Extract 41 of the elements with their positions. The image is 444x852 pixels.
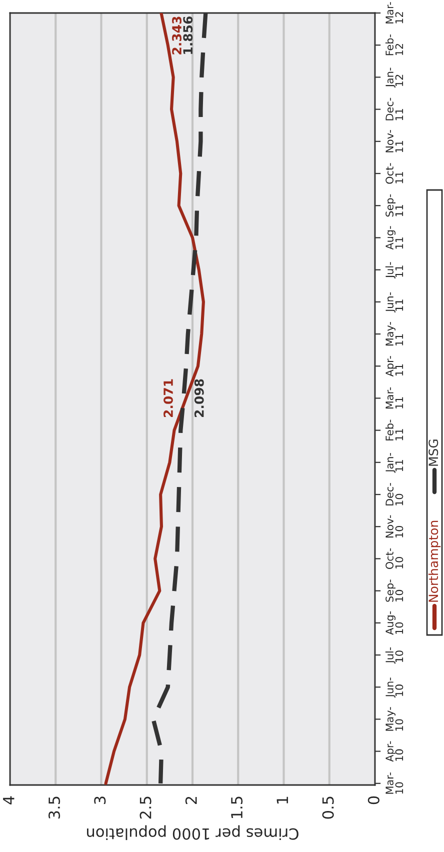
y-tick-label: Aug-10 xyxy=(386,611,404,635)
y-tick-label: Jun-11 xyxy=(386,292,404,312)
y-tick-label: Aug-11 xyxy=(386,226,404,250)
y-tick-label: Nov-10 xyxy=(386,515,404,538)
y-tick-label: Feb-12 xyxy=(385,34,404,56)
x-tick-label: 2 xyxy=(185,796,197,804)
y-tick-label: Oct-11 xyxy=(386,163,404,184)
y-tick-label: Jul-11 xyxy=(385,262,404,278)
y-tick-label: Oct-10 xyxy=(386,548,404,569)
y-tick-label: Jul-10 xyxy=(385,647,404,664)
y-tick-label: Dec-11 xyxy=(386,98,404,120)
text: Northampton xyxy=(428,520,441,602)
x-tick-label: 4 xyxy=(3,796,14,804)
annotation: 2.343 xyxy=(172,16,182,54)
annotation: 1.856 xyxy=(183,16,193,54)
text: MSG xyxy=(428,440,438,466)
y-tick-label: Sep-11 xyxy=(386,194,404,217)
y-tick-label: Apr-10 xyxy=(386,741,404,762)
y-tick-label: Mar-10 xyxy=(386,772,404,794)
y-tick-label: Jan-12 xyxy=(386,68,404,88)
x-tick-label: 3.5 xyxy=(48,796,60,819)
y-tick-label: May-10 xyxy=(386,707,404,731)
annotation: 2.098 xyxy=(194,379,204,417)
y-tick-label: May-11 xyxy=(386,322,404,346)
y-tick-label: Nov-11 xyxy=(386,130,404,152)
y-tick-label: Jun-10 xyxy=(386,678,404,698)
y-tick-label: Jan-11 xyxy=(386,452,404,473)
y-tick-label: Mar-12 xyxy=(386,2,404,24)
x-axis-title: Crimes per 1000 population xyxy=(87,825,298,840)
x-tick-label: 0.5 xyxy=(322,796,334,819)
x-tick-label: 1.5 xyxy=(231,796,243,818)
x-tick-label: 0 xyxy=(368,796,380,804)
x-tick-label: 2.5 xyxy=(140,796,152,819)
x-tick-label: 1 xyxy=(276,796,288,804)
y-tick-label: Dec-10 xyxy=(386,483,404,506)
x-tick-label: 3 xyxy=(94,796,106,804)
y-tick-label: Sep-10 xyxy=(386,580,404,602)
y-tick-label: Mar-11 xyxy=(386,387,404,409)
annotation: 2.071 xyxy=(164,379,173,417)
y-tick-label: Feb-11 xyxy=(385,420,404,440)
y-tick-label: Apr-11 xyxy=(386,356,404,377)
